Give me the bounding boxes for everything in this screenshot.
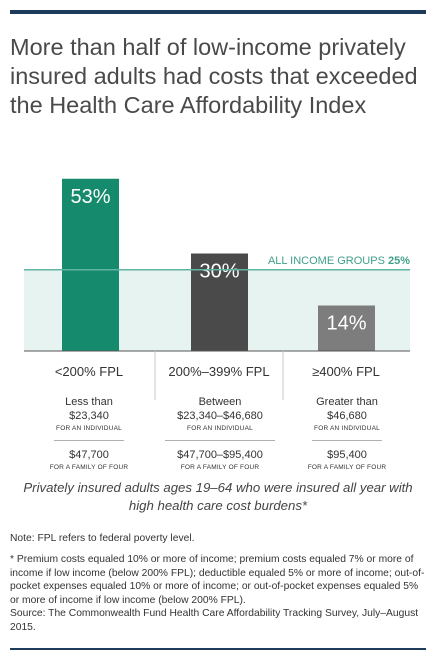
bottom-rule	[10, 648, 426, 650]
column-separator	[54, 440, 124, 441]
income-column-mid: Between $23,340–$46,680 FOR AN INDIVIDUA…	[152, 395, 288, 473]
family-income: $47,700	[69, 449, 109, 461]
income-column-low: Less than $23,340 FOR AN INDIVIDUAL $47,…	[23, 395, 155, 473]
note-fpl: Note: FPL refers to federal poverty leve…	[10, 533, 195, 544]
bar-2	[318, 305, 375, 351]
category-label-2: ≥400% FPL	[312, 364, 380, 379]
family-income: $95,400	[327, 449, 367, 461]
column-separator	[165, 440, 275, 441]
column-separator	[312, 440, 382, 441]
reference-label-prefix: ALL INCOME GROUPS	[268, 255, 388, 267]
reference-label-value: 25%	[388, 255, 410, 267]
income-desc-line1: Less than	[65, 396, 113, 408]
income-desc-line2: $46,680	[327, 410, 367, 422]
family-income-sub: FOR A FAMILY OF FOUR	[180, 464, 260, 471]
footnote-definition: * Premium costs equaled 10% or more of i…	[10, 554, 425, 606]
reference-label: ALL INCOME GROUPS 25%	[268, 255, 410, 267]
category-label-1: 200%–399% FPL	[168, 364, 269, 379]
top-rule	[10, 10, 426, 14]
source-note: Source: The Commonwealth Fund Health Car…	[10, 608, 419, 633]
chart-title: More than half of low-income privately i…	[10, 34, 418, 118]
income-column-high: Greater than $46,680 FOR AN INDIVIDUAL $…	[282, 395, 412, 473]
category-label-0: <200% FPL	[55, 364, 123, 379]
family-income-sub: FOR A FAMILY OF FOUR	[307, 464, 387, 471]
bar-value-label-2: 14%	[326, 313, 366, 335]
income-desc-sub: FOR AN INDIVIDUAL	[56, 425, 122, 432]
family-income-sub: FOR A FAMILY OF FOUR	[49, 464, 129, 471]
bar-chart: 53% 30% 14% ALL INCOME GROUPS 25% <200% FPL 2…	[24, 178, 410, 400]
income-desc-line2: $23,340–$46,680	[177, 410, 263, 422]
bar-value-label-1: 30%	[199, 261, 239, 283]
family-income: $47,700–$95,400	[177, 449, 263, 461]
income-desc-line2: $23,340	[69, 410, 109, 422]
income-desc-line1: Between	[198, 396, 242, 408]
bar-value-label-0: 53%	[70, 186, 110, 208]
income-desc-line1: Greater than	[316, 396, 378, 408]
income-desc-sub: FOR AN INDIVIDUAL	[314, 425, 380, 432]
bar-0	[62, 178, 119, 351]
income-desc-sub: FOR AN INDIVIDUAL	[187, 425, 253, 432]
chart-caption: Privately insured adults ages 19–64 who …	[23, 480, 413, 513]
